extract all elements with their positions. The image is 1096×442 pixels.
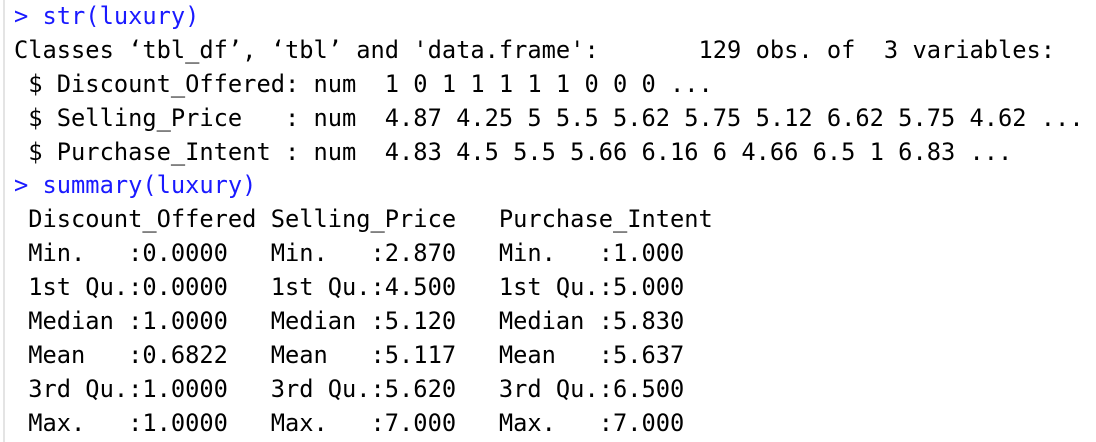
summary-header: Discount_Offered Selling_Price Purchase_… (14, 205, 713, 234)
r-console-output: > str(luxury) Classes ‘tbl_df’, ‘tbl’ an… (14, 0, 1084, 441)
summary-row-median: Median :1.0000 Median :5.120 Median :5.8… (14, 307, 713, 336)
summary-row-min: Min. :0.0000 Min. :2.870 Min. :1.000 (14, 239, 713, 268)
str-variable-selling-price: $ Selling_Price : num 4.87 4.25 5 5.5 5.… (14, 103, 1084, 132)
summary-row-1st-qu: 1st Qu.:0.0000 1st Qu.:4.500 1st Qu.:5.0… (14, 273, 713, 302)
command-summary: > summary(luxury) (14, 171, 257, 200)
str-classes-line: Classes ‘tbl_df’, ‘tbl’ and 'data.frame'… (14, 35, 1056, 64)
command-str: > str(luxury) (14, 2, 200, 30)
str-variable-purchase-intent: $ Purchase_Intent : num 4.83 4.5 5.5 5.6… (14, 137, 1013, 166)
console-left-border (3, 0, 5, 442)
summary-row-3rd-qu: 3rd Qu.:1.0000 3rd Qu.:5.620 3rd Qu.:6.5… (14, 374, 713, 403)
str-variable-discount-offered: $ Discount_Offered: num 1 0 1 1 1 1 1 0 … (14, 69, 713, 98)
summary-row-mean: Mean :0.6822 Mean :5.117 Mean :5.637 (14, 340, 713, 369)
summary-row-max: Max. :1.0000 Max. :7.000 Max. :7.000 (14, 408, 713, 437)
